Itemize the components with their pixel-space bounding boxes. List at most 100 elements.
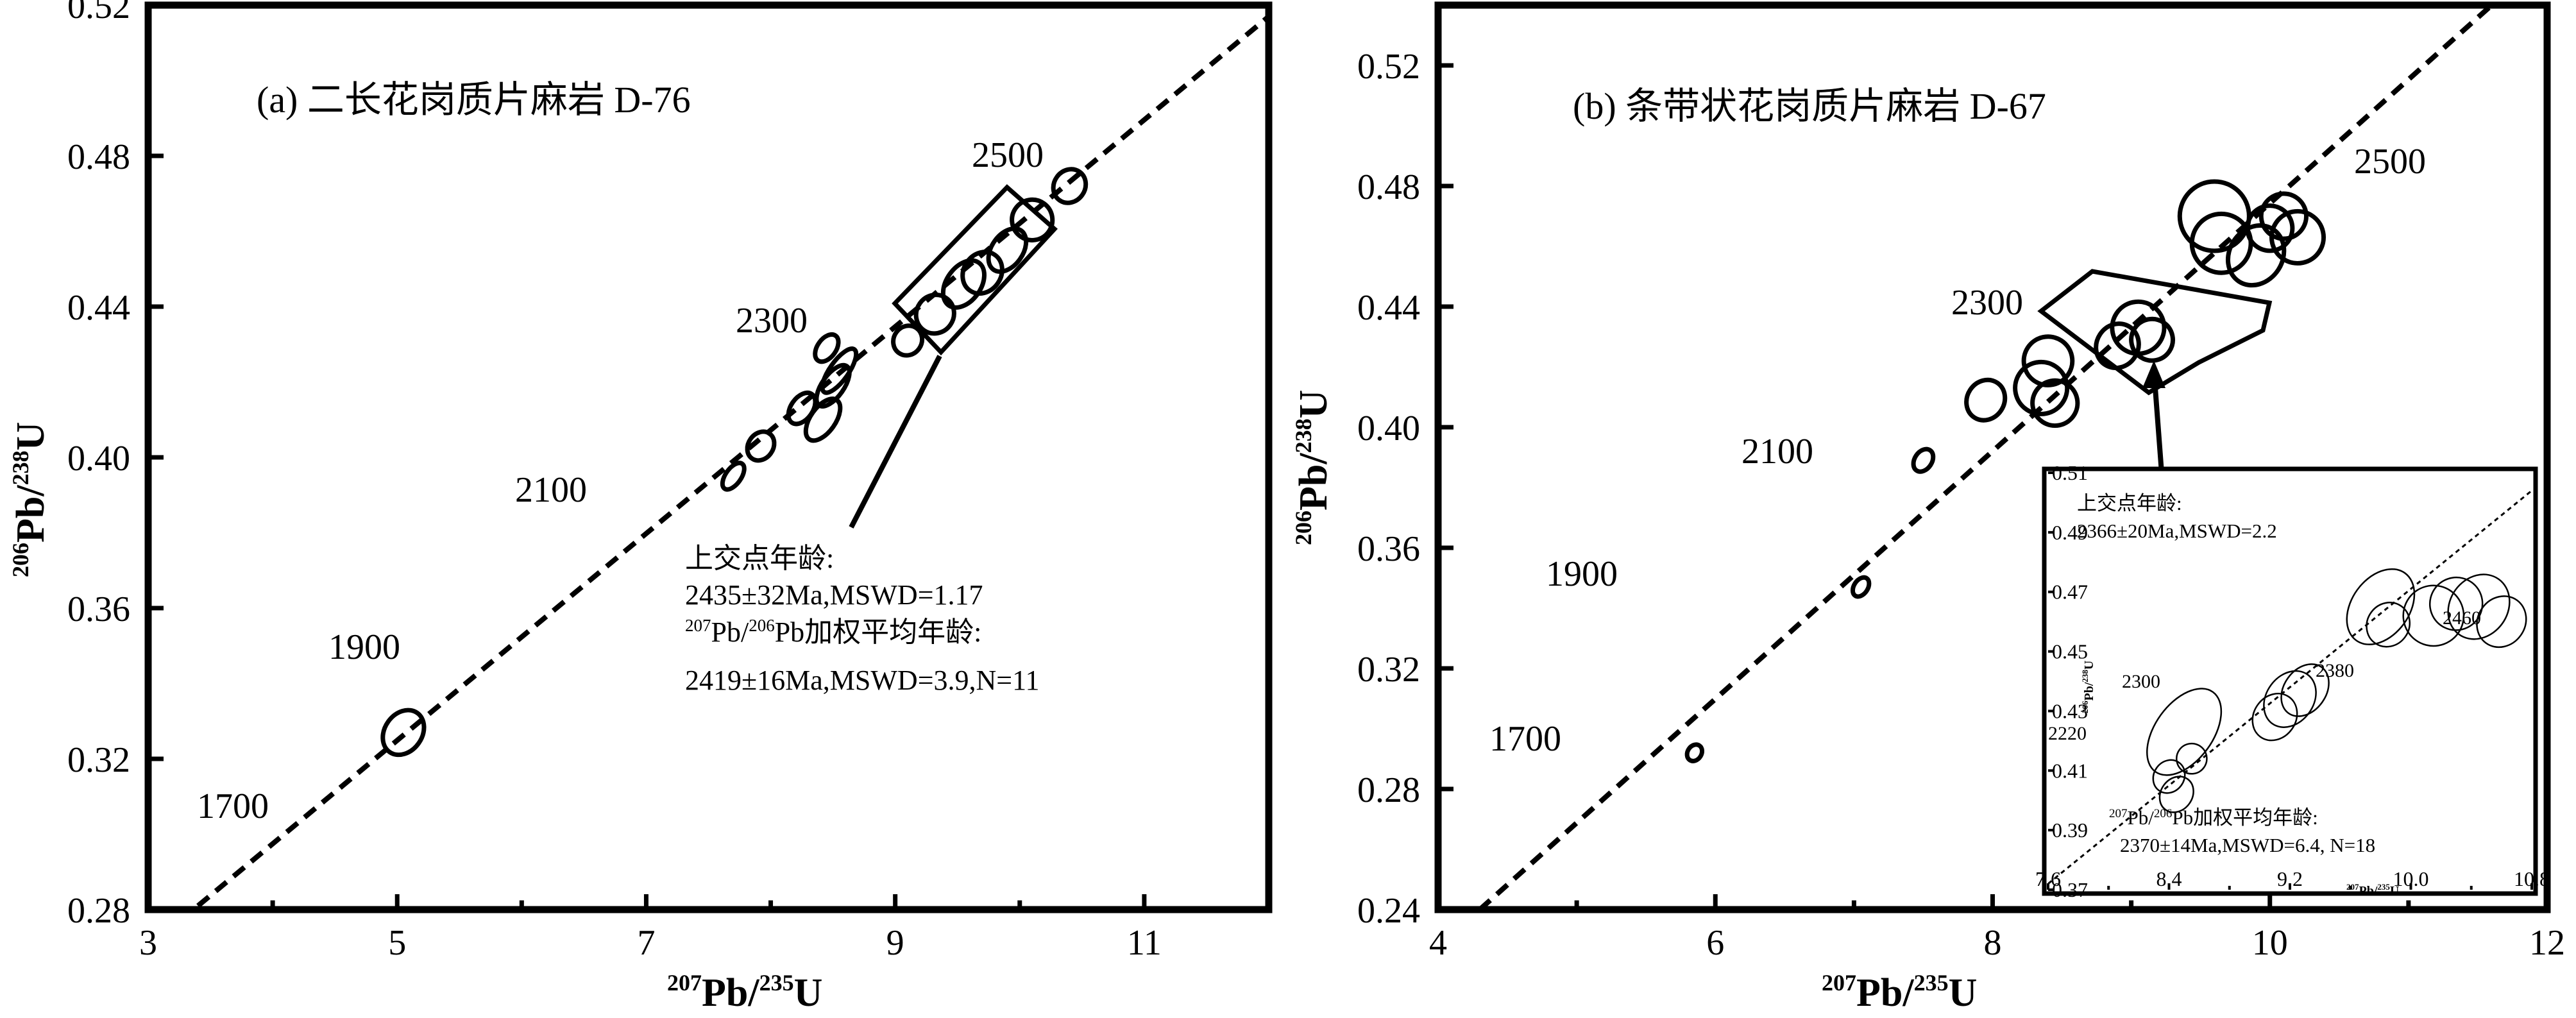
concordia-marker-2320: [0, 0, 3, 3]
y-tick-label: 0.52: [1357, 47, 1420, 87]
data-ellipse-8: [820, 346, 859, 395]
panel-b-inset-age-label-2300: 2300: [2122, 671, 2160, 692]
data-ellipse-3: [1911, 446, 1936, 474]
data-ellipse-14: [1010, 197, 1055, 242]
concordia-marker-2000: [0, 0, 8, 8]
data-ellipse-1: [380, 708, 427, 758]
data-ellipse-9: [2366, 602, 2411, 648]
data-ellipse-5: [2013, 359, 2070, 416]
data-ellipse-11: [2177, 179, 2251, 253]
data-ellipse-7: [2021, 334, 2075, 387]
data-ellipse-12: [2189, 211, 2253, 275]
panel-b-inset-x-sup-235: 235: [2377, 882, 2390, 892]
concordia-marker-1700: [0, 0, 8, 8]
y-tick-label: 0.47: [2052, 581, 2088, 604]
concordia-marker-2500: [0, 0, 8, 8]
y-tick-label: 0.32: [1357, 650, 1420, 690]
panel-b-plot-area: [0, 0, 2494, 910]
panel-b-data-ellipses: [1684, 179, 2326, 763]
concordia-marker-2440: [0, 0, 3, 3]
data-ellipse-6: [2030, 378, 2080, 428]
concordia-marker-1800: [0, 0, 8, 8]
x-tick-label: 11: [1127, 923, 1162, 963]
panel-b-age-label-2300: 2300: [1951, 283, 2023, 323]
concordia-marker-2520: [0, 0, 3, 3]
y-tick-label: 0.36: [1357, 529, 1420, 569]
panel-a-age-label-2500: 2500: [972, 135, 1044, 175]
panel-a-x-axis-title: 207Pb/235U: [667, 970, 822, 1015]
panel-b-y-u-text: U: [1292, 390, 1335, 419]
panel-b-y-sup-238: 238: [1291, 418, 1316, 453]
panel-b-inset-annotation-sup-207: 207: [2109, 807, 2128, 820]
panel-b-inset-y-sup-206: 206: [2080, 700, 2090, 713]
data-ellipse-10: [2129, 316, 2175, 363]
y-tick-label: 0.32: [67, 740, 130, 780]
panel-b-age-label-1700: 1700: [1489, 719, 1561, 759]
x-tick-label: 10: [2252, 923, 2288, 963]
panel-a-age-label-1900: 1900: [328, 627, 400, 667]
panel-b-x-sup-235: 235: [1914, 970, 1949, 996]
panel-a-x-u-text: U: [794, 971, 823, 1015]
concordia-marker-2500: [0, 0, 8, 8]
x-tick-label: 8: [1984, 923, 2002, 963]
data-ellipse-14: [2245, 203, 2295, 253]
y-tick-label: 0.41: [2052, 759, 2088, 782]
concordia-marker-2200: [0, 0, 8, 8]
y-tick-label: 0.43: [2052, 699, 2088, 722]
y-tick-label: 0.36: [67, 590, 130, 629]
panel-b-inset-age-markers: [0, 0, 3, 3]
panel-b-inset-frame: [2042, 466, 2538, 896]
panel-b-age-label-1900: 1900: [1546, 554, 1618, 594]
concordia-marker-2600: [0, 0, 8, 8]
data-ellipse-13: [986, 226, 1029, 274]
concordia-marker-2100: [0, 0, 8, 8]
data-ellipse-1: [2158, 776, 2194, 813]
panel-b-inset-annotation-top-line2: 2366±20Ma,MSWD=2.2: [2077, 520, 2277, 542]
panel-b-selection-box: [2037, 269, 2273, 396]
data-ellipse-8: [2094, 321, 2141, 371]
panel-a-frame: [144, 1, 1273, 913]
panel-a-age-label-1700: 1700: [197, 786, 269, 826]
concordia-marker-2200: [0, 0, 3, 3]
panel-b-age-label-2500: 2500: [2354, 142, 2426, 182]
panel-a-annotation-sup-207: 207: [685, 616, 711, 635]
y-tick-label: 0.44: [1357, 288, 1420, 328]
panel-b-x-axis-title: 207Pb/235U: [1822, 970, 1977, 1015]
panel-b-inset-annotation-sup-206: 206: [2154, 807, 2173, 820]
panel-a-discordia-line: [196, 14, 1269, 908]
panel-a-axis-ticks: 3 5 7 9 11 0.28 0.32 0.36 0.40 0.44 0.48 0.52: [67, 0, 1162, 963]
concordia-marker-2260: [0, 0, 3, 3]
panel-b-inset-annotation-top-line1: 上交点年龄:: [2077, 492, 2182, 514]
x-tick-label: 3: [139, 923, 157, 963]
data-ellipse-3: [745, 429, 777, 463]
x-tick-label: 5: [388, 923, 406, 963]
y-tick-label: 0.40: [1357, 409, 1420, 448]
panel-b-age-label-2100: 2100: [1741, 432, 1813, 471]
panel-b-inset-annotation-bottom-line1: 207Pb/206Pb加权平均年龄:: [2109, 806, 2318, 829]
concordia-marker-2340: [0, 0, 3, 3]
panel-b-inset-y-axis-title: 206Pb/238U: [2080, 661, 2096, 713]
data-ellipse-15: [1051, 167, 1089, 205]
concordia-marker-1900: [0, 0, 8, 8]
x-tick-label: 8.4: [2157, 867, 2182, 890]
panel-b-inset-age-label-2380: 2380: [2316, 660, 2354, 681]
concordia-marker-2400: [0, 0, 8, 8]
panel-a-annotation: 上交点年龄: 2435±32Ma,MSWD=1.17 207Pb/206Pb加权…: [685, 543, 1039, 696]
x-tick-label: 7: [637, 923, 655, 963]
y-tick-label: 0.40: [67, 439, 130, 479]
panel-a: 3 5 7 9 11 0.28 0.32 0.36 0.40 0.44 0.48 0.52 (a) 二…: [0, 0, 1273, 1015]
x-tick-label: 6: [1706, 923, 1724, 963]
y-tick-label: 0.44: [67, 288, 130, 328]
panel-b-inset-y-u-text: U: [2082, 661, 2096, 670]
panel-b-y-axis-title: 206Pb/238U: [1291, 390, 1335, 545]
y-tick-label: 0.45: [2052, 640, 2088, 663]
panel-a-selection-box: [892, 184, 1058, 356]
panel-a-x-sup-207: 207: [667, 970, 702, 996]
data-ellipse-6: [814, 362, 852, 409]
x-tick-label: 7.6: [2035, 867, 2061, 890]
panel-b-inset-age-label-2460: 2460: [2443, 607, 2481, 629]
concordia-marker-2420: [0, 0, 3, 3]
panel-b-inset-data-ellipses: [2146, 568, 2527, 813]
